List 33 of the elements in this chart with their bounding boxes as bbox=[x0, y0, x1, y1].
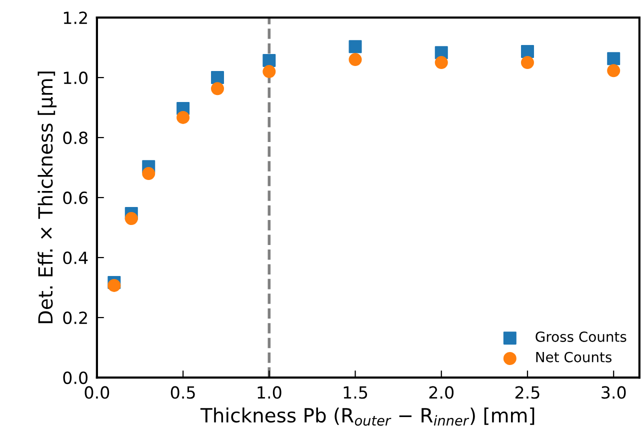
y-tick-label: 0.2 bbox=[63, 312, 87, 324]
point bbox=[520, 56, 534, 70]
point bbox=[348, 40, 362, 54]
x-tick-label: 2.5 bbox=[515, 386, 540, 399]
point bbox=[210, 82, 224, 96]
legend-label: Gross Counts bbox=[536, 331, 626, 342]
point bbox=[124, 212, 138, 226]
y-tick-label: 0.4 bbox=[63, 252, 88, 264]
y-tick-label: 0.8 bbox=[63, 132, 88, 144]
y-tick-label: 0.0 bbox=[63, 372, 88, 384]
x-axis-title: Thickness Pb (R$_{outer}$ − R$_{inner}$) [mm] bbox=[200, 408, 534, 426]
y-tick-label: 0.6 bbox=[63, 192, 88, 204]
x-tick-label: 0.5 bbox=[170, 386, 195, 399]
legend-label: Net Counts bbox=[536, 352, 612, 362]
point bbox=[142, 167, 156, 180]
x-tick-label: 0.0 bbox=[84, 386, 110, 399]
point bbox=[262, 65, 276, 78]
point bbox=[108, 278, 121, 292]
point bbox=[434, 56, 448, 70]
point bbox=[607, 64, 620, 78]
point bbox=[520, 44, 534, 58]
x-tick-label: 1.5 bbox=[344, 386, 368, 399]
x-tick-label: 1.0 bbox=[258, 386, 282, 399]
y-tick-label: 1.2 bbox=[64, 12, 87, 24]
point bbox=[210, 71, 224, 84]
x-tick-label: 3.0 bbox=[602, 386, 626, 399]
point bbox=[348, 53, 362, 66]
point bbox=[607, 52, 620, 66]
y-tick-label: 1.0 bbox=[64, 72, 88, 84]
point bbox=[176, 110, 190, 124]
y-axis-title: Det. Eff. × Thickness [μm] bbox=[38, 72, 57, 324]
x-tick-label: 2.0 bbox=[429, 386, 454, 399]
point bbox=[262, 54, 276, 67]
